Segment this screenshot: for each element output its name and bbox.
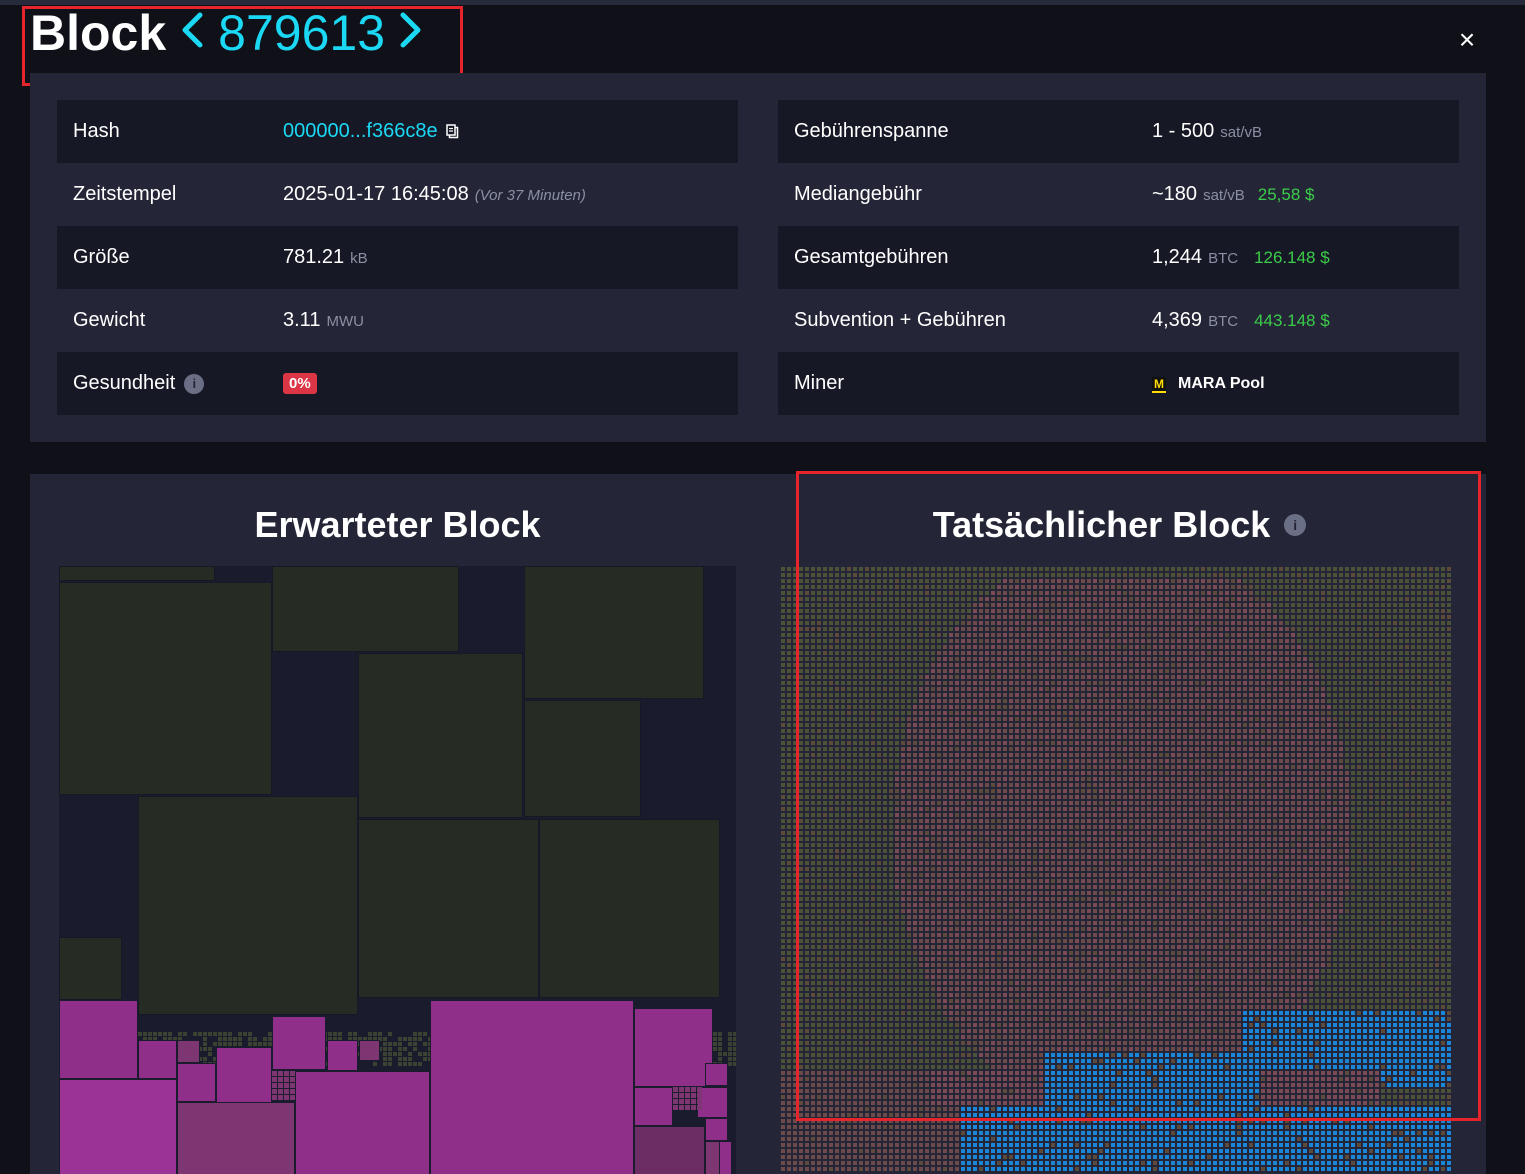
total-fees-value: 1,244 BTC 126.148 $: [1152, 246, 1330, 269]
detail-row-timestamp: Zeitstempel 2025-01-17 16:45:08 (Vor 37 …: [57, 163, 738, 226]
subsidy-label: Subvention + Gebühren: [778, 309, 1152, 332]
health-label-text: Gesundheit: [73, 372, 175, 395]
size-number: 781.21: [283, 246, 344, 269]
expected-block-treemap[interactable]: [59, 566, 736, 1174]
health-label: Gesundheit i: [57, 372, 283, 395]
health-value: 0%: [283, 373, 317, 394]
fee-span-unit: sat/vB: [1220, 124, 1262, 141]
weight-value: 3.11 MWU: [283, 309, 364, 332]
actual-block-title: Tatsächlicher Block i: [753, 504, 1486, 546]
weight-label: Gewicht: [57, 309, 283, 332]
timestamp-value: 2025-01-17 16:45:08 (Vor 37 Minuten): [283, 183, 586, 206]
expected-block-tx-squares: [59, 566, 736, 1174]
info-icon[interactable]: i: [184, 374, 204, 394]
median-fee-unit: sat/vB: [1203, 187, 1245, 204]
detail-row-health: Gesundheit i 0%: [57, 352, 738, 415]
hash-link[interactable]: 000000...f366c8e: [283, 120, 438, 143]
miner-label: Miner: [778, 372, 1152, 395]
actual-block-grid[interactable]: [780, 566, 1457, 1174]
block-details-card: Hash 000000...f366c8e Zeitstempel 2025-0…: [30, 73, 1486, 442]
size-unit: kB: [350, 250, 368, 267]
health-badge: 0%: [283, 373, 317, 394]
page-title: Block: [30, 8, 166, 58]
detail-row-miner: Miner M MARA Pool: [778, 352, 1459, 415]
next-block-button[interactable]: [385, 10, 437, 56]
detail-row-median-fee: Mediangebühr ~180 sat/vB 25,58 $: [778, 163, 1459, 226]
detail-row-weight: Gewicht 3.11 MWU: [57, 289, 738, 352]
chevron-right-icon: [399, 11, 423, 49]
info-icon[interactable]: i: [1284, 514, 1306, 536]
total-fees-unit: BTC: [1208, 250, 1238, 267]
mara-pool-logo-icon: M: [1152, 377, 1166, 393]
fee-span-number: 1 - 500: [1152, 120, 1214, 143]
prev-block-button[interactable]: [166, 10, 218, 56]
timestamp-ago: (Vor 37 Minuten): [475, 187, 586, 204]
close-icon: ×: [1459, 24, 1475, 55]
detail-row-size: Größe 781.21 kB: [57, 226, 738, 289]
expected-block-title: Erwarteter Block: [30, 504, 765, 546]
details-left-column: Hash 000000...f366c8e Zeitstempel 2025-0…: [57, 100, 738, 415]
miner-value[interactable]: M MARA Pool: [1152, 375, 1265, 393]
median-fee-label: Mediangebühr: [778, 183, 1152, 206]
subsidy-fiat: 443.148 $: [1254, 311, 1330, 331]
hash-label: Hash: [57, 120, 283, 143]
subsidy-number: 4,369: [1152, 309, 1202, 332]
median-fee-number: ~180: [1152, 183, 1197, 206]
timestamp-date: 2025-01-17 16:45:08: [283, 183, 469, 206]
detail-row-fee-span: Gebührenspanne 1 - 500 sat/vB: [778, 100, 1459, 163]
weight-number: 3.11: [283, 309, 320, 332]
median-fee-value: ~180 sat/vB 25,58 $: [1152, 183, 1314, 206]
weight-unit: MWU: [326, 313, 364, 330]
fee-span-label: Gebührenspanne: [778, 120, 1152, 143]
chevron-left-icon: [180, 11, 204, 49]
total-fees-number: 1,244: [1152, 246, 1202, 269]
details-right-column: Gebührenspanne 1 - 500 sat/vB Mediangebü…: [778, 100, 1459, 415]
subsidy-unit: BTC: [1208, 313, 1238, 330]
detail-row-subsidy: Subvention + Gebühren 4,369 BTC 443.148 …: [778, 289, 1459, 352]
miner-name: MARA Pool: [1178, 375, 1265, 393]
total-fees-fiat: 126.148 $: [1254, 248, 1330, 268]
size-label: Größe: [57, 246, 283, 269]
copy-icon[interactable]: [446, 124, 459, 139]
actual-block-title-text: Tatsächlicher Block: [933, 504, 1270, 546]
subsidy-value: 4,369 BTC 443.148 $: [1152, 309, 1330, 332]
block-header: Block 879613: [30, 4, 437, 62]
detail-row-total-fees: Gesamtgebühren 1,244 BTC 126.148 $: [778, 226, 1459, 289]
expected-block-title-text: Erwarteter Block: [254, 504, 540, 546]
close-button[interactable]: ×: [1455, 28, 1479, 52]
median-fee-fiat: 25,58 $: [1258, 185, 1315, 205]
block-height[interactable]: 879613: [218, 8, 385, 58]
detail-row-hash: Hash 000000...f366c8e: [57, 100, 738, 163]
size-value: 781.21 kB: [283, 246, 368, 269]
actual-block-tx-squares: [780, 566, 1457, 1174]
fee-span-value: 1 - 500 sat/vB: [1152, 120, 1262, 143]
timestamp-label: Zeitstempel: [57, 183, 283, 206]
total-fees-label: Gesamtgebühren: [778, 246, 1152, 269]
hash-value: 000000...f366c8e: [283, 120, 459, 143]
